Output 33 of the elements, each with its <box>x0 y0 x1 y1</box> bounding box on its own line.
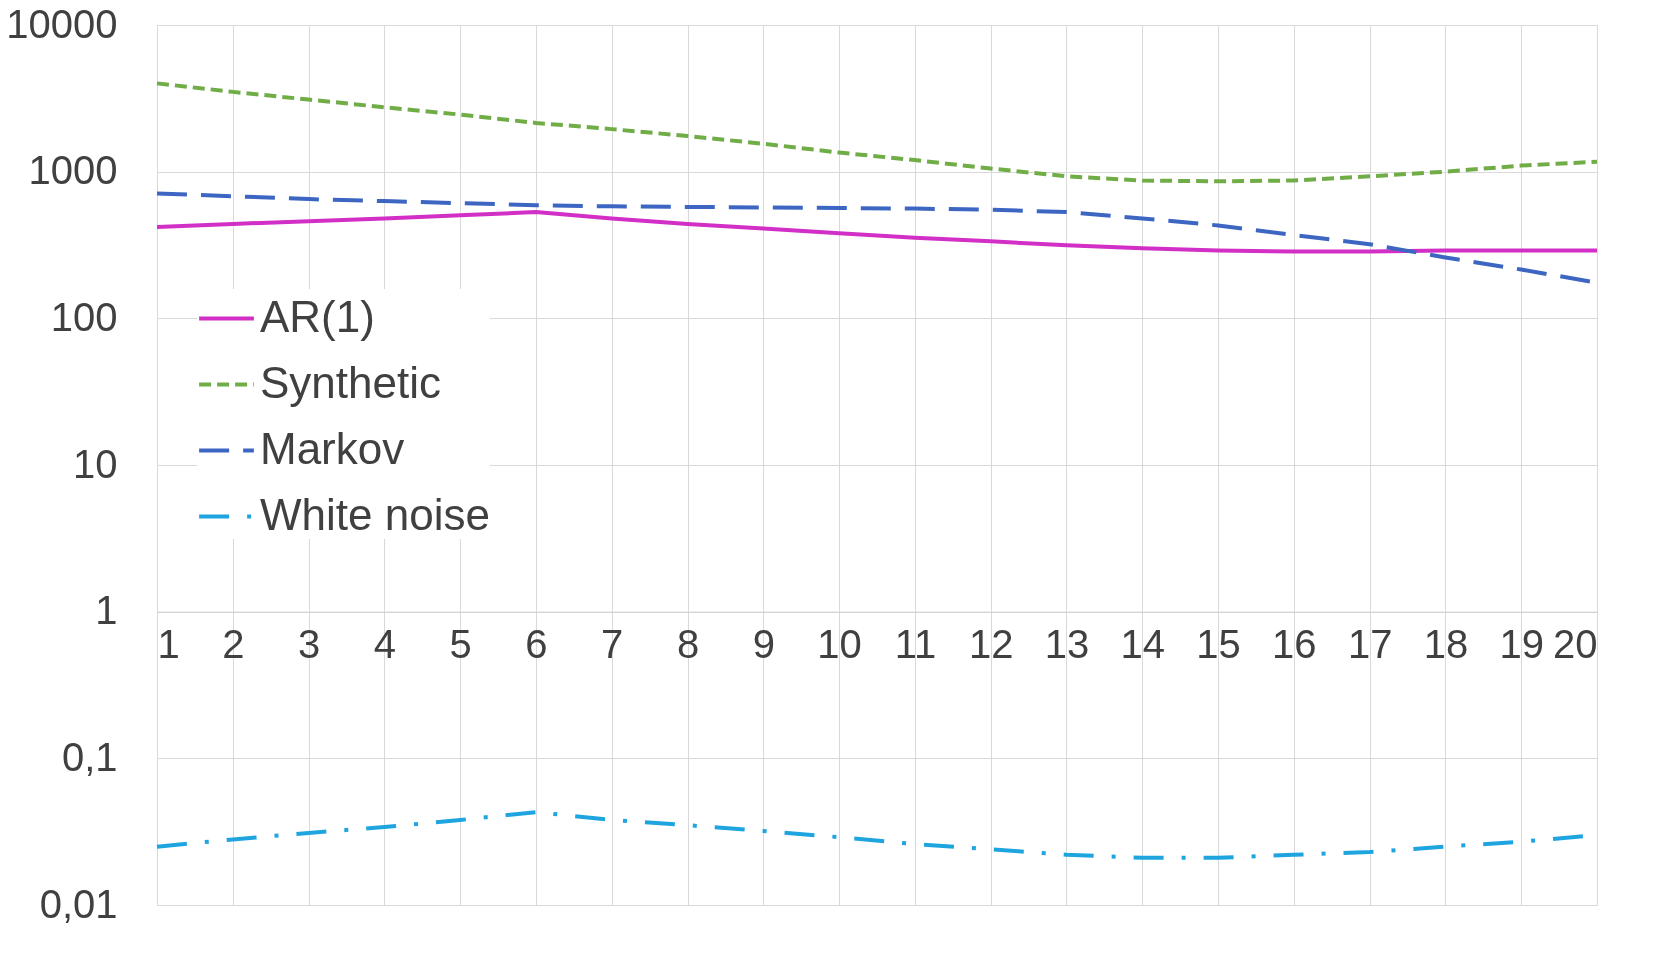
y-tick-label: 10000 <box>6 1 118 46</box>
line-series <box>155 210 1599 254</box>
x-tick-label: 4 <box>373 622 396 667</box>
x-tick-label: 19 <box>1499 622 1544 667</box>
legend-label: Synthetic <box>260 357 441 407</box>
x-tick-label: 2 <box>222 622 245 667</box>
x-tick-label: 20 <box>1553 622 1598 667</box>
x-tick-label: 6 <box>525 622 548 667</box>
x-tick-label: 7 <box>601 622 624 667</box>
x-tick-label: 17 <box>1347 622 1393 667</box>
x-tick-label: 5 <box>449 622 472 667</box>
x-tick-label: 14 <box>1120 622 1166 667</box>
legend-label: Markov <box>260 423 405 473</box>
x-tick-label: 3 <box>297 622 321 667</box>
x-tick-label: 15 <box>1196 622 1241 667</box>
x-tick-label: 13 <box>1044 622 1090 667</box>
y-tick-label: 1 <box>95 588 118 633</box>
x-tick-label: 8 <box>676 622 700 667</box>
y-tick-label: 100 <box>50 294 118 339</box>
x-tick-label: 18 <box>1423 622 1469 667</box>
legend-label: AR(1) <box>260 291 375 341</box>
x-tick-label: 16 <box>1272 622 1317 667</box>
legend-label: White noise <box>260 489 490 539</box>
x-tick-label: 12 <box>968 622 1014 667</box>
x-tick-label: 9 <box>752 622 775 667</box>
x-tick-label: 10 <box>817 622 862 667</box>
x-tick-label: 11 <box>894 622 937 667</box>
y-tick-label: 1000 <box>28 148 118 193</box>
y-tick-label: 0,01 <box>39 881 118 926</box>
y-tick-label: 0,1 <box>61 734 118 779</box>
x-tick-label: 1 <box>157 622 180 667</box>
y-tick-label: 10 <box>73 441 118 486</box>
line-series <box>155 81 1599 184</box>
